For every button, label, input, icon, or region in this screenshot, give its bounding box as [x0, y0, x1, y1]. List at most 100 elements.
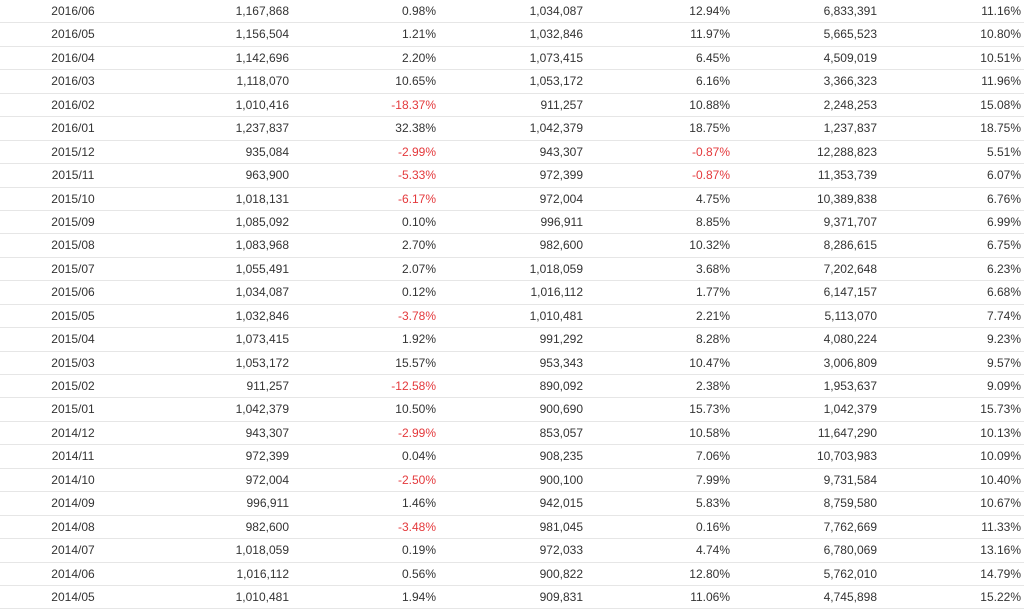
- value-cell: -3.48%: [397, 519, 436, 534]
- value-cell: 6.99%: [986, 214, 1021, 229]
- value-cell: 953,343: [539, 355, 583, 370]
- value-cell: 10,389,838: [816, 191, 877, 206]
- value-cell: 9,371,707: [823, 214, 877, 229]
- value-cell: 911,257: [246, 379, 290, 394]
- value-cell: 8.28%: [695, 332, 730, 347]
- value-cell: 6.75%: [986, 238, 1021, 253]
- value-cell: 11.96%: [981, 74, 1021, 89]
- value-cell: 1,118,070: [236, 74, 290, 89]
- date-cell: 2014/10: [51, 472, 95, 487]
- date-cell: 2015/10: [51, 191, 95, 206]
- value-cell: 7.06%: [695, 449, 730, 464]
- table-row: 2015/09 1,085,092 0.10% 996,911 8.85% 9,371,7…: [0, 211, 1024, 235]
- table-row: 2015/08 1,083,968 2.70% 982,600 10.32% 8,286,…: [0, 234, 1024, 258]
- table-row: 2014/06 1,016,112 0.56% 900,822 12.80% 5,762,…: [0, 563, 1024, 586]
- value-cell: 942,015: [539, 496, 583, 511]
- value-cell: 7,762,669: [823, 519, 877, 534]
- date-cell: 2014/05: [51, 590, 95, 604]
- value-cell: -12.58%: [391, 379, 436, 394]
- value-cell: 9,731,584: [823, 472, 877, 487]
- value-cell: 2.21%: [695, 308, 730, 323]
- value-cell: 0.12%: [401, 285, 436, 300]
- value-cell: 10.40%: [980, 472, 1021, 487]
- value-cell: 1,016,112: [530, 285, 584, 300]
- table-row: 2014/05 1,010,481 1.94% 909,831 11.06% 4,745,…: [0, 586, 1024, 609]
- value-cell: 6,780,069: [823, 543, 877, 558]
- value-cell: 14.79%: [980, 566, 1021, 581]
- value-cell: 8.85%: [695, 214, 730, 229]
- value-cell: 10.80%: [980, 27, 1021, 42]
- value-cell: 900,822: [539, 566, 583, 581]
- value-cell: 982,600: [245, 519, 289, 534]
- date-cell: 2016/05: [51, 27, 95, 42]
- value-cell: 12.94%: [689, 4, 730, 18]
- table-row: 2015/12 935,084 -2.99% 943,307 -0.87% 12,288,…: [0, 141, 1024, 165]
- value-cell: 18.75%: [980, 121, 1021, 136]
- value-cell: 890,092: [539, 379, 583, 394]
- value-cell: -6.17%: [397, 191, 436, 206]
- value-cell: 900,100: [539, 472, 583, 487]
- value-cell: 4.75%: [695, 191, 730, 206]
- value-cell: 5,113,070: [824, 308, 878, 323]
- date-cell: 2014/07: [51, 543, 95, 558]
- table-row: 2014/07 1,018,059 0.19% 972,033 4.74% 6,780,0…: [0, 539, 1024, 563]
- value-cell: 1,018,059: [235, 543, 289, 558]
- value-cell: 1.92%: [401, 332, 436, 347]
- table-row: 2014/12 943,307 -2.99% 853,057 10.58% 11,647,…: [0, 422, 1024, 446]
- value-cell: 996,911: [246, 496, 290, 511]
- value-cell: 1,053,172: [235, 355, 289, 370]
- value-cell: 9.23%: [986, 332, 1021, 347]
- value-cell: 5,762,010: [823, 566, 877, 581]
- value-cell: 0.16%: [695, 519, 730, 534]
- date-cell: 2015/02: [51, 379, 95, 394]
- date-cell: 2014/08: [51, 519, 95, 534]
- value-cell: 10.32%: [689, 238, 730, 253]
- value-cell: 909,831: [539, 590, 583, 604]
- table-row: 2015/07 1,055,491 2.07% 1,018,059 3.68% 7,202…: [0, 258, 1024, 282]
- date-cell: 2015/09: [51, 214, 95, 229]
- value-cell: 5,665,523: [823, 27, 877, 42]
- value-cell: 981,045: [539, 519, 583, 534]
- value-cell: 0.56%: [401, 566, 436, 581]
- value-cell: 15.22%: [980, 590, 1021, 604]
- date-cell: 2015/05: [51, 308, 95, 323]
- value-cell: 7.74%: [986, 308, 1021, 323]
- value-cell: 900,690: [539, 402, 583, 417]
- value-cell: 6.16%: [695, 74, 730, 89]
- value-cell: 6.45%: [695, 50, 730, 65]
- value-cell: 11.33%: [981, 519, 1021, 534]
- value-cell: 0.98%: [401, 4, 436, 18]
- value-cell: 10.58%: [689, 425, 730, 440]
- value-cell: 10.88%: [689, 97, 730, 112]
- date-cell: 2015/01: [51, 402, 95, 417]
- value-cell: 1,032,846: [529, 27, 583, 42]
- value-cell: -2.99%: [397, 144, 436, 159]
- value-cell: 972,004: [539, 191, 583, 206]
- value-cell: 1,142,696: [235, 50, 289, 65]
- date-cell: 2015/11: [51, 168, 95, 183]
- value-cell: 972,399: [245, 449, 289, 464]
- table-row: 2016/05 1,156,504 1.21% 1,032,846 11.97% 5,66…: [0, 23, 1024, 47]
- table-row: 2016/06 1,167,868 0.98% 1,034,087 12.94% 6,83…: [0, 0, 1024, 24]
- date-cell: 2014/09: [51, 496, 95, 511]
- value-cell: 1.46%: [401, 496, 436, 511]
- value-cell: 2,248,253: [823, 97, 877, 112]
- value-cell: 5.51%: [986, 144, 1021, 159]
- value-cell: 1.21%: [401, 27, 436, 42]
- value-cell: 911,257: [540, 97, 584, 112]
- value-cell: 982,600: [539, 238, 583, 253]
- value-cell: 996,911: [540, 214, 584, 229]
- value-cell: 9.57%: [986, 355, 1021, 370]
- value-cell: 0.10%: [401, 214, 436, 229]
- table-row: 2015/05 1,032,846 -3.78% 1,010,481 2.21% 5,11…: [0, 305, 1024, 329]
- date-cell: 2015/12: [51, 144, 95, 159]
- table-row: 2015/10 1,018,131 -6.17% 972,004 4.75% 10,389…: [0, 188, 1024, 211]
- value-cell: 1,237,837: [235, 121, 289, 136]
- value-cell: 991,292: [539, 332, 583, 347]
- value-cell: 10.67%: [980, 496, 1021, 511]
- value-cell: 972,004: [245, 472, 289, 487]
- value-cell: -3.78%: [397, 308, 436, 323]
- date-cell: 2014/12: [51, 425, 95, 440]
- value-cell: 1,042,379: [235, 402, 289, 417]
- value-cell: 6,833,391: [823, 4, 877, 18]
